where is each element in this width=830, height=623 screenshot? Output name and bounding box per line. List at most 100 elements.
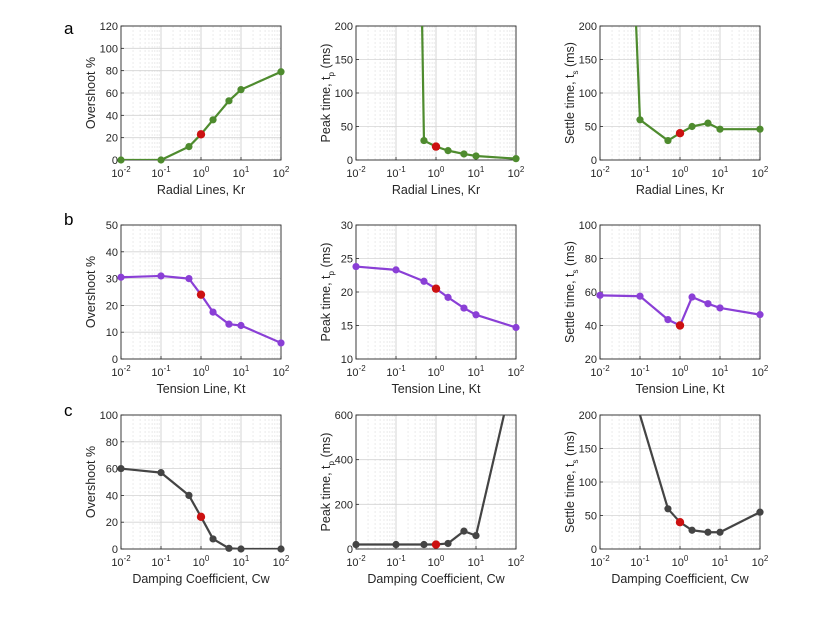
y-tick-label: 200 (335, 499, 353, 511)
x-tick-label: 10-2 (111, 165, 131, 180)
x-tick-label: 100 (428, 554, 445, 569)
y-tick-label: 20 (585, 354, 597, 366)
x-tick-label: 100 (193, 364, 210, 379)
y-tick-label: 0 (112, 155, 118, 167)
y-tick-label: 0 (591, 544, 597, 556)
x-tick-label: 10-1 (630, 364, 650, 379)
data-point (444, 539, 452, 548)
highlight-point (675, 518, 685, 527)
x-tick-label: 100 (193, 554, 210, 569)
y-axis-label: Overshoot % (84, 446, 98, 518)
x-tick-label: 10-2 (346, 554, 366, 569)
x-tick-label: 10-2 (590, 364, 610, 379)
y-axis-label: Peak time, tp (ms) (319, 243, 336, 342)
data-point (460, 527, 468, 535)
y-tick-label: 100 (579, 477, 597, 489)
y-axis-label: Settle time, ts (ms) (563, 431, 580, 533)
y-axis-label: Peak time, tp (ms) (319, 433, 336, 532)
row-label-a: a (64, 19, 74, 38)
x-tick-label: 102 (273, 364, 290, 379)
y-tick-label: 10 (341, 354, 353, 366)
x-tick-label: 10-1 (630, 165, 650, 180)
highlight-point (196, 130, 206, 139)
y-axis-label: Overshoot % (84, 256, 98, 328)
data-point (716, 304, 724, 312)
y-tick-label: 600 (335, 410, 353, 422)
data-point (472, 152, 480, 160)
y-tick-label: 25 (341, 254, 353, 266)
y-tick-label: 40 (106, 110, 118, 122)
x-tick-label: 10-2 (590, 554, 610, 569)
y-tick-label: 20 (106, 300, 118, 312)
x-tick-label: 102 (752, 364, 769, 379)
x-tick-label: 101 (468, 165, 485, 180)
y-tick-label: 0 (347, 544, 353, 556)
data-point (185, 491, 193, 499)
data-point (117, 465, 125, 473)
x-tick-label: 100 (672, 165, 689, 180)
data-point (277, 545, 285, 553)
data-point (704, 119, 712, 127)
x-tick-label: 10-2 (111, 554, 131, 569)
data-point (460, 304, 468, 312)
x-tick-label: 100 (672, 554, 689, 569)
y-tick-label: 30 (341, 220, 353, 232)
x-tick-label: 10-2 (346, 364, 366, 379)
data-point (225, 320, 233, 328)
x-tick-label: 101 (468, 364, 485, 379)
chart-panel-5: 10 15 20 25 30 10-2 10-1 100 101 102 Tension Line,… (319, 220, 525, 396)
y-tick-label: 40 (106, 247, 118, 259)
x-tick-label: 102 (752, 554, 769, 569)
x-axis-label: Radial Lines, Kr (636, 183, 724, 197)
data-point (444, 147, 452, 155)
data-point (688, 122, 696, 131)
x-tick-label: 100 (193, 165, 210, 180)
y-tick-label: 0 (112, 544, 118, 556)
data-point (716, 528, 724, 536)
data-point (117, 273, 125, 281)
data-point (636, 292, 644, 300)
x-tick-label: 101 (468, 554, 485, 569)
x-axis-label: Damping Coefficient, Cw (611, 572, 749, 586)
x-tick-label: 102 (273, 554, 290, 569)
highlight-point (196, 290, 206, 299)
x-tick-label: 101 (712, 554, 729, 569)
x-tick-label: 102 (508, 165, 525, 180)
x-tick-label: 101 (233, 165, 250, 180)
data-point (472, 311, 480, 319)
y-tick-label: 100 (100, 43, 118, 55)
y-axis-label: Settle time, ts (ms) (563, 42, 580, 144)
x-tick-label: 101 (233, 554, 250, 569)
y-axis-label: Overshoot % (84, 57, 98, 129)
y-tick-label: 60 (106, 88, 118, 100)
data-point (157, 156, 165, 164)
data-point (716, 125, 724, 133)
y-tick-label: 80 (585, 254, 597, 266)
chart-panel-2: 0 50 100 150 200 10-2 10-1 100 101 102 Radial Line… (319, 21, 525, 197)
chart-panel-3: 0 50 100 150 200 10-2 10-1 100 101 102 Radial Line… (563, 21, 769, 197)
x-tick-label: 101 (712, 364, 729, 379)
chart-panel-1: 0 20 40 60 80 100 120 10-2 10-1 100 101 102 Radial L… (84, 21, 290, 197)
data-point (420, 540, 428, 549)
data-point (225, 544, 233, 552)
highlight-point (196, 512, 206, 522)
data-point (596, 291, 604, 299)
y-tick-label: 150 (579, 444, 597, 456)
data-point (664, 316, 672, 324)
y-tick-label: 200 (579, 410, 597, 422)
y-tick-label: 60 (106, 464, 118, 476)
data-point (277, 68, 285, 76)
data-point (756, 508, 764, 516)
x-tick-label: 10-1 (630, 554, 650, 569)
data-point (512, 323, 520, 332)
y-tick-label: 50 (585, 511, 597, 523)
data-point (472, 532, 480, 540)
data-point (352, 262, 360, 271)
x-axis-label: Tension Line, Kt (392, 382, 481, 396)
data-point (237, 86, 245, 94)
data-point (237, 321, 245, 330)
x-axis-label: Tension Line, Kt (636, 382, 725, 396)
